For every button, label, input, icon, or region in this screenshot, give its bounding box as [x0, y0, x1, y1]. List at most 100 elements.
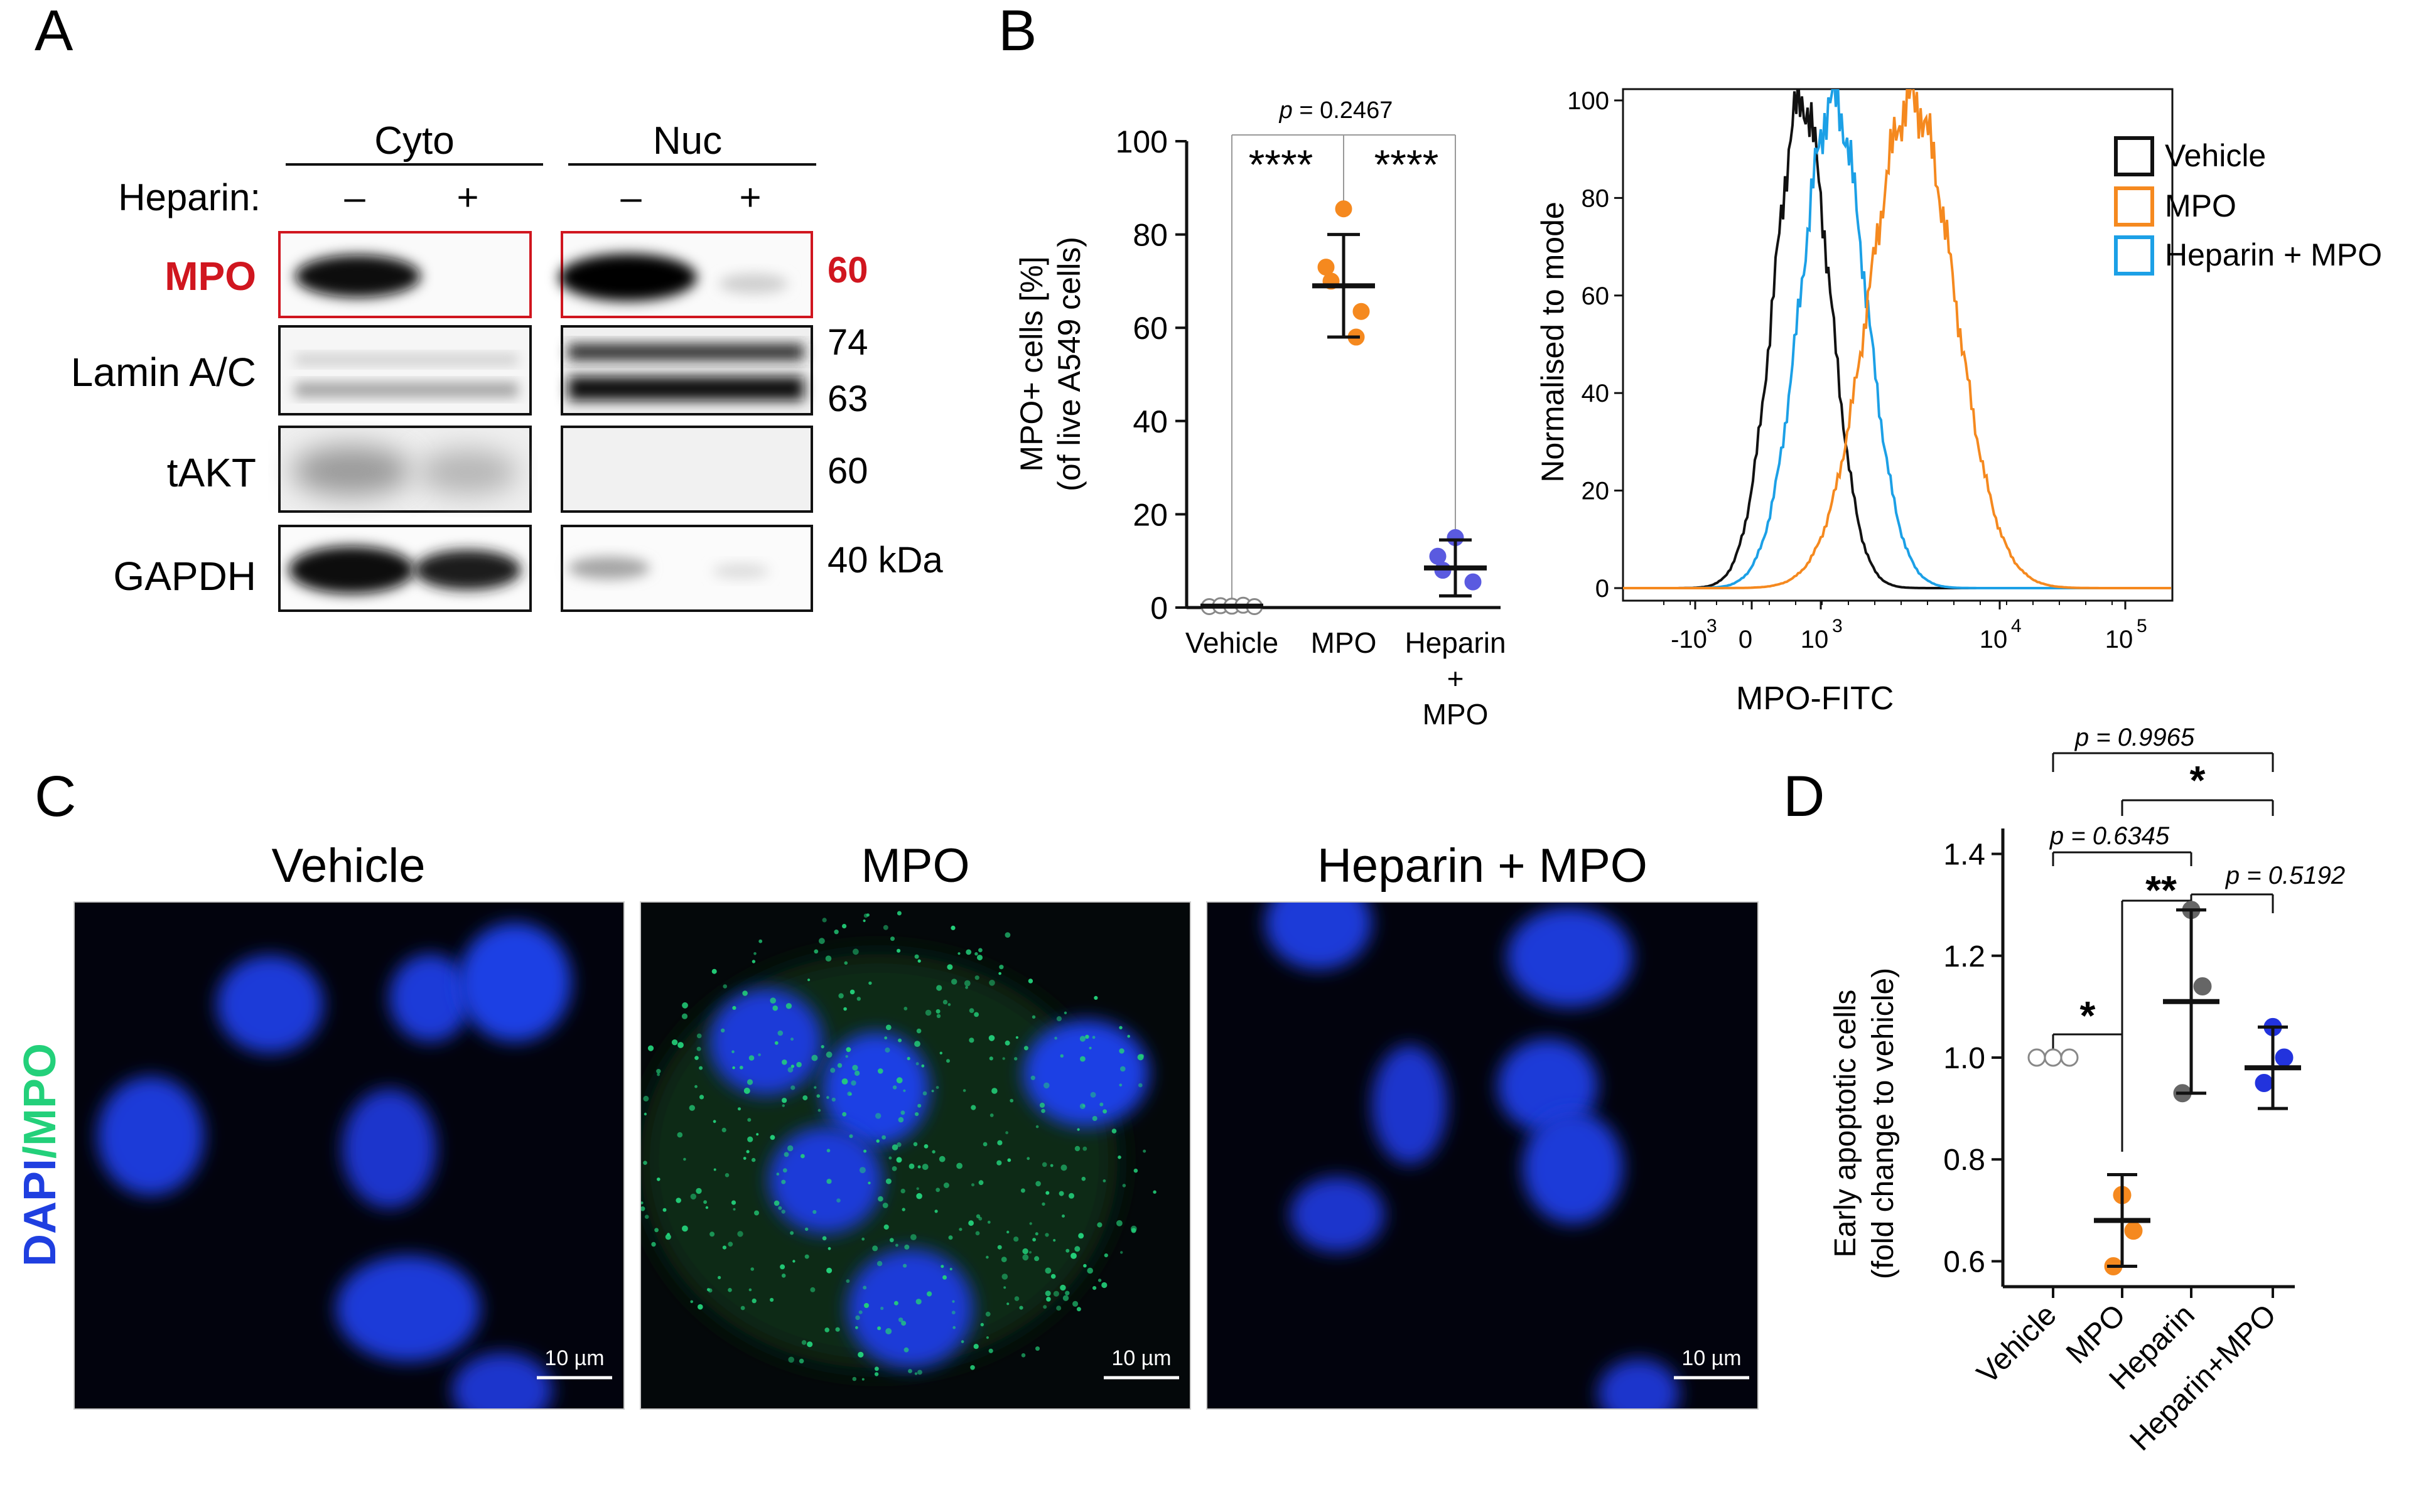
data-point [1429, 547, 1447, 565]
mpo-punctum [790, 1064, 795, 1068]
mpo-punctum [1005, 1040, 1010, 1046]
mpo-punctum [1140, 1054, 1145, 1058]
p-value-label-mid: p = 0.6345 [2049, 822, 2170, 850]
y-tick-label: 0.6 [1943, 1245, 1985, 1279]
x-tick-label: -10 [1671, 626, 1707, 653]
mpo-punctum [1080, 1056, 1086, 1062]
x-tick-exponent: 5 [2137, 616, 2147, 636]
mpo-punctum [859, 1167, 866, 1174]
mpo-punctum [997, 1245, 1002, 1250]
significance-star-mpo-heparin: ** [2145, 867, 2177, 913]
mpo-punctum [1035, 1346, 1040, 1351]
nucleus [1497, 1039, 1598, 1133]
mpo-punctum [1019, 1306, 1023, 1310]
mpo-punctum [885, 1178, 892, 1184]
p-value-label-top: p = 0.9965 [2074, 724, 2195, 751]
mpo-punctum [814, 949, 819, 954]
mpo-punctum [897, 948, 901, 953]
mpo-punctum [1042, 1162, 1047, 1167]
mpo-punctum [682, 1002, 688, 1009]
mpo-punctum [1092, 1036, 1096, 1039]
mpo-punctum [790, 1037, 794, 1041]
mpo-punctum [898, 1317, 903, 1322]
mpo-punctum [989, 980, 995, 986]
x-tick-label: 10 [1801, 626, 1829, 653]
mpo-punctum [654, 1228, 659, 1233]
mpo-punctum [917, 1165, 921, 1169]
data-point [1335, 200, 1352, 218]
mpo-punctum [892, 1144, 898, 1150]
nucleus [848, 1249, 973, 1368]
x-category-label: Vehicle [1185, 626, 1278, 659]
mpo-punctum [947, 1003, 951, 1006]
x-tick-label: 10 [2105, 626, 2133, 653]
mpo-punctum [989, 1056, 993, 1061]
mpo-punctum [694, 1056, 699, 1060]
y-tick-label: 40 [1133, 404, 1168, 439]
mpo-punctum [753, 952, 757, 955]
mpo-punctum [1097, 1279, 1102, 1282]
mpo-punctum [1030, 1075, 1035, 1080]
mpo-punctum [1010, 1098, 1014, 1103]
mpo-punctum [888, 1156, 892, 1160]
side-label-mpo: MPO [15, 1043, 65, 1146]
mpo-punctum [949, 1267, 952, 1271]
mpo-punctum [1119, 1026, 1123, 1030]
mpo-punctum [942, 1275, 947, 1280]
mpo-punctum [844, 961, 848, 965]
nucleus [1290, 1177, 1384, 1252]
mpo-punctum [1103, 1109, 1107, 1114]
mpo-punctum [936, 1188, 941, 1193]
mpo-punctum [781, 1179, 786, 1184]
mpo-punctum [682, 1225, 688, 1232]
data-point [1464, 573, 1482, 591]
mpo-punctum [787, 1067, 794, 1073]
mpo-punctum [863, 1149, 867, 1153]
histogram-frame [1622, 88, 2174, 602]
mpo-punctum [1032, 1015, 1036, 1019]
micrograph-frame [640, 901, 1191, 1410]
mpo-punctum [1101, 1282, 1108, 1289]
nucleus [1507, 907, 1632, 1007]
mpo-punctum [696, 1046, 701, 1051]
kda-label-gapdh: 40 kDa [828, 540, 944, 581]
mpo-punctum [917, 959, 921, 963]
mpo-punctum [877, 1326, 882, 1331]
mpo-punctum [969, 1008, 974, 1013]
mpo-punctum [643, 1161, 647, 1165]
mpo-punctum [807, 979, 811, 982]
legend-swatch-heparin-mpo [2114, 235, 2154, 276]
band-gapdh-cyto-plus [414, 550, 521, 590]
mpo-punctum [721, 1028, 725, 1033]
band-lamin-nuc-lower [568, 377, 804, 400]
mpo-punctum [1090, 1091, 1096, 1098]
mpo-punctum [738, 1107, 741, 1111]
mpo-punctum [917, 1103, 922, 1108]
x-category-label: Heparin+MPO [2123, 1298, 2282, 1457]
mpo-punctum [713, 1168, 716, 1171]
mpo-punctum [667, 1233, 671, 1236]
mpo-punctum [1099, 1102, 1104, 1107]
data-point [2124, 1221, 2143, 1240]
mpo-punctum [842, 1112, 847, 1117]
p-symbol: p [1279, 97, 1293, 124]
micrograph-mpo: 10 µm [640, 902, 1190, 1409]
x-category-label: Heparin [1405, 626, 1506, 659]
band-gapdh-nuc-plus [713, 564, 769, 579]
significance-star-mpo-heparinmpo: * [2190, 758, 2206, 803]
mpo-punctum [802, 1095, 808, 1101]
mpo-punctum [983, 1142, 988, 1147]
mpo-punctum [858, 1310, 863, 1314]
mpo-punctum [752, 1298, 757, 1304]
mpo-punctum [987, 1220, 991, 1224]
band-mpo-nuc-minus [559, 254, 697, 301]
mpo-punctum [774, 1200, 780, 1206]
data-point [1352, 303, 1370, 320]
image-title-heparin-mpo: Heparin + MPO [1317, 839, 1647, 893]
mpo-punctum [732, 1005, 736, 1010]
mpo-punctum [1006, 1302, 1010, 1306]
mpo-punctum [863, 1285, 867, 1290]
mpo-punctum [748, 1055, 755, 1061]
mpo-punctum [843, 1007, 847, 1011]
mpo-punctum [872, 1245, 878, 1252]
